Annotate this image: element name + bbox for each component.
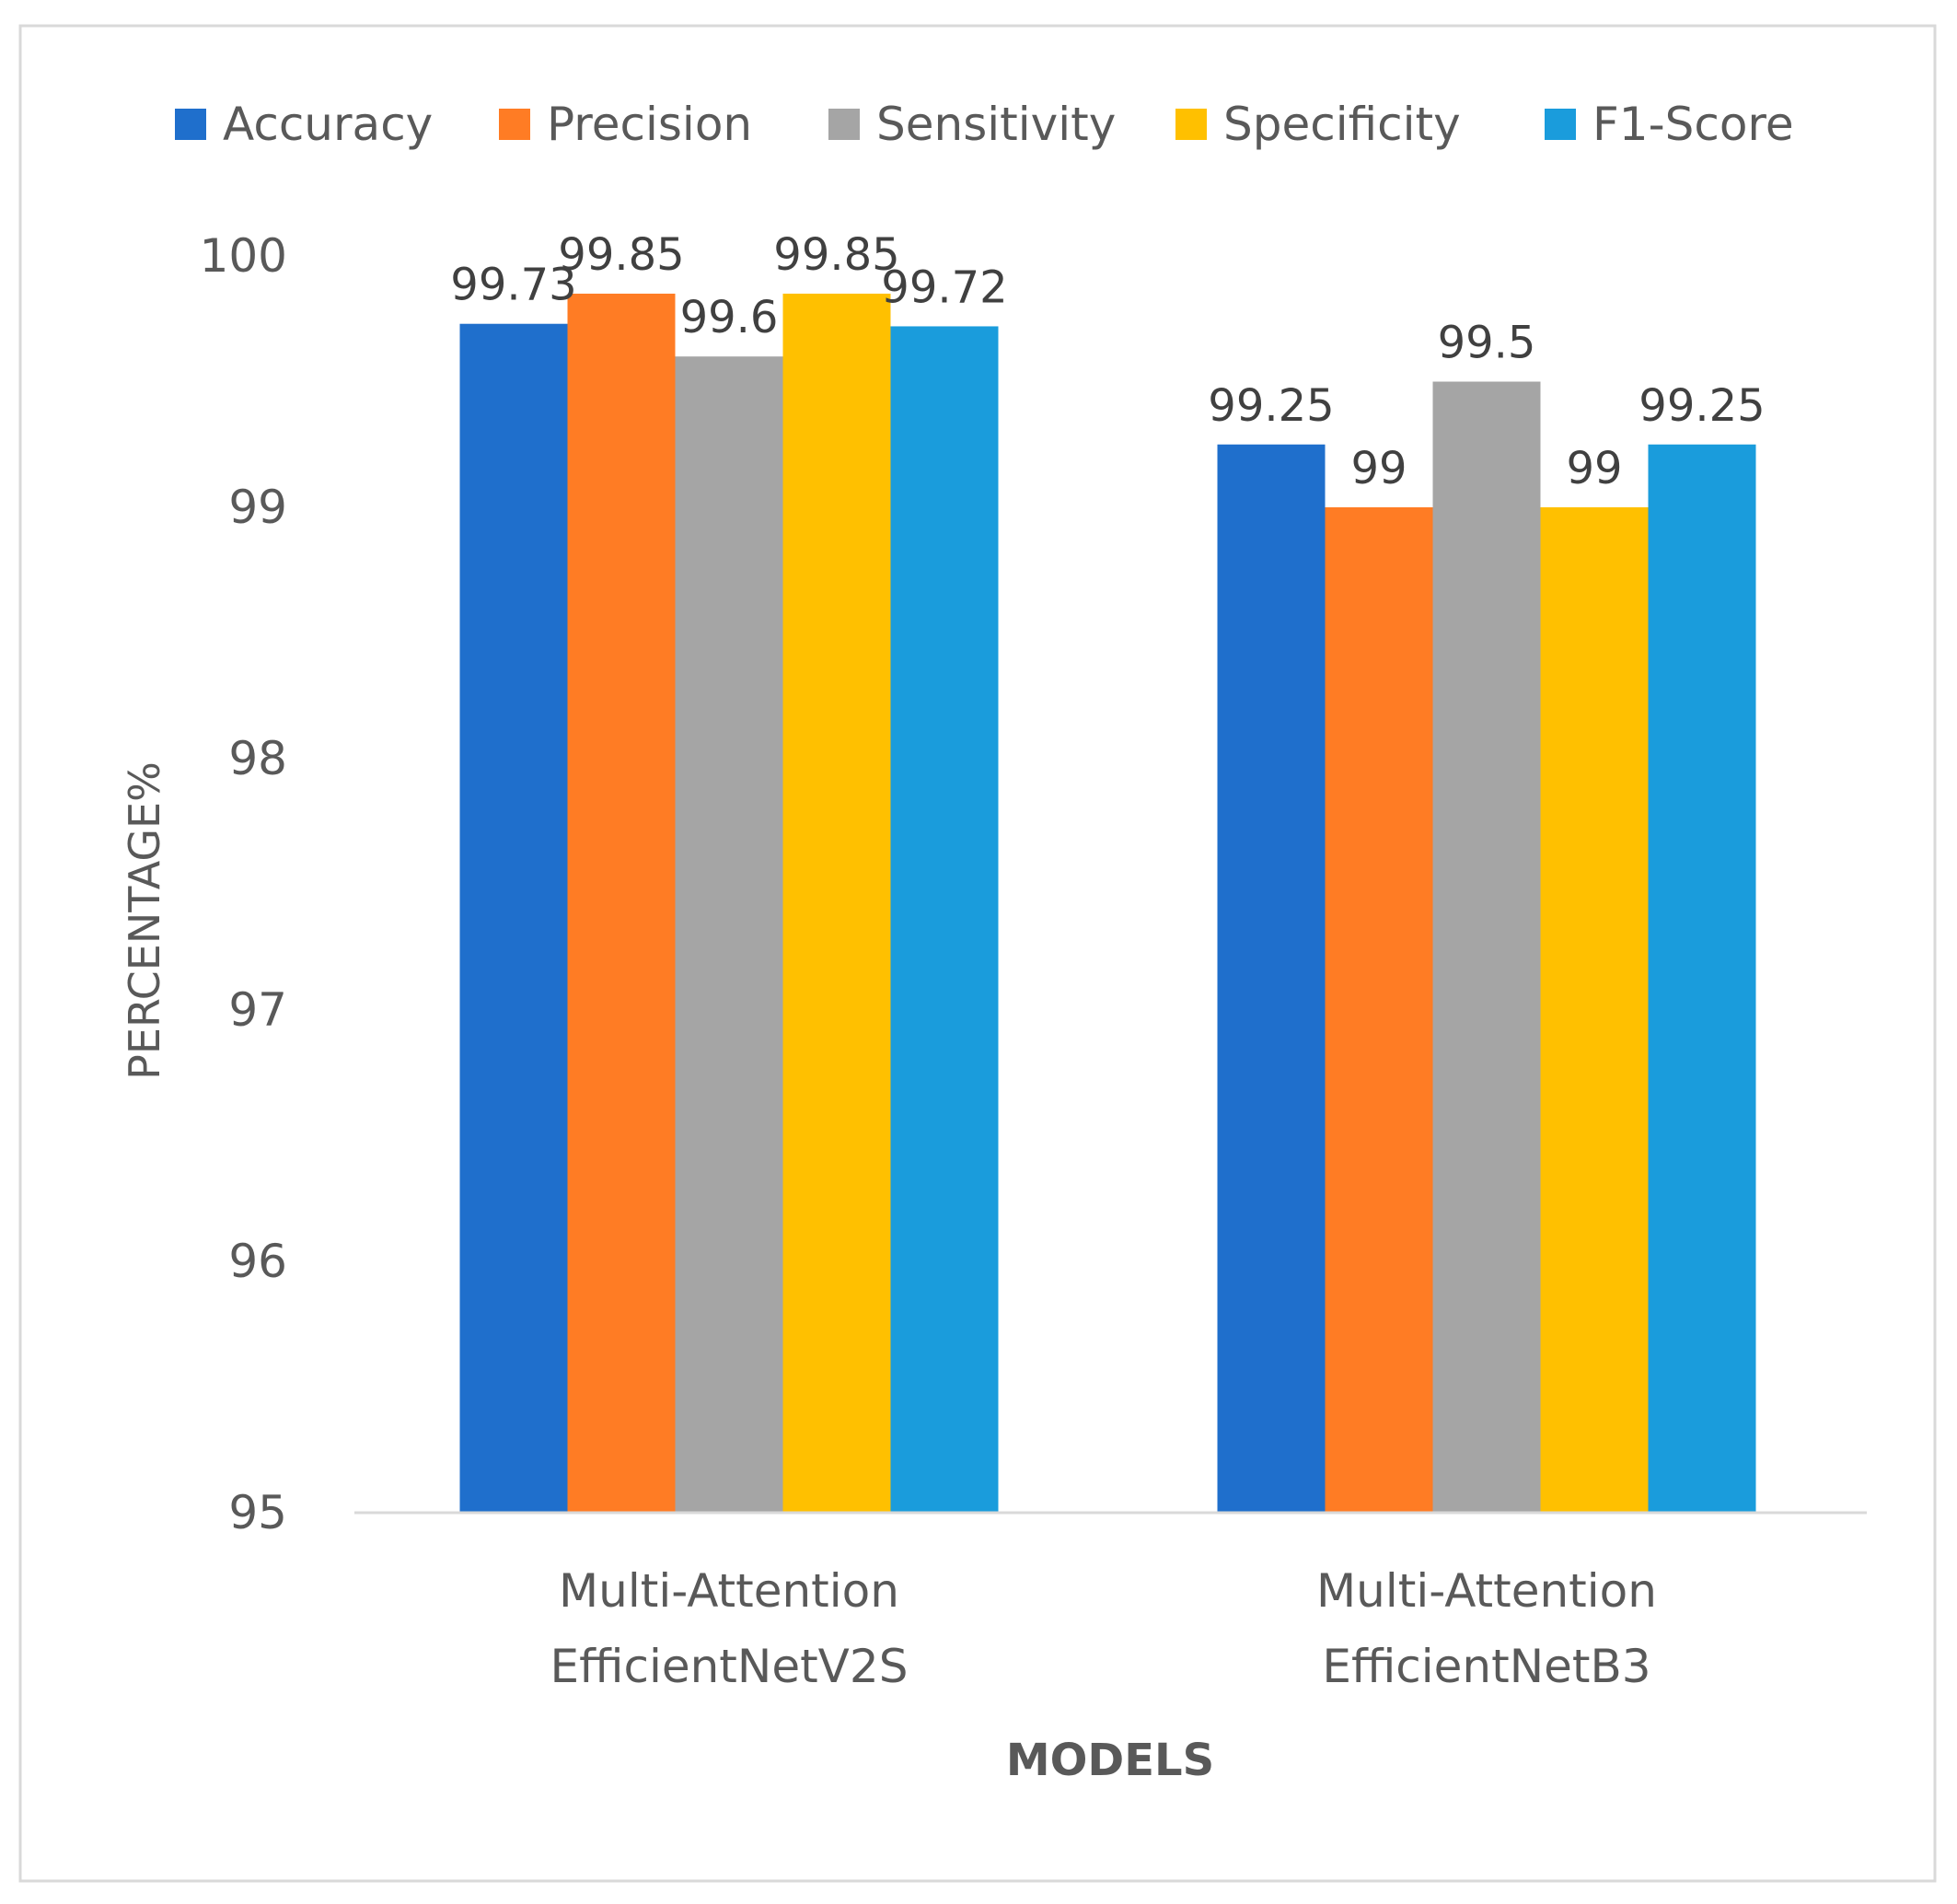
data-label: 99.25 bbox=[1208, 380, 1334, 432]
legend-label: F1-Score bbox=[1592, 98, 1794, 151]
category-label: Multi-Attention bbox=[559, 1564, 899, 1618]
legend-swatch-precision bbox=[499, 109, 530, 140]
legend: Accuracy Precision Sensitivity Specificity F… bbox=[175, 98, 1794, 151]
legend-swatch-accuracy bbox=[175, 109, 206, 140]
bar-precision-0 bbox=[567, 293, 676, 1514]
y-tick-label: 96 bbox=[228, 1235, 287, 1288]
data-label: 99.6 bbox=[680, 292, 779, 343]
legend-label: Accuracy bbox=[223, 98, 433, 151]
data-labels: 99.73 99.25 99.85 99 99.6 99.5 99.85 99 99.72 99.… bbox=[450, 229, 1765, 494]
data-label: 99.25 bbox=[1639, 380, 1765, 432]
x-axis-label: MODELS bbox=[1006, 1735, 1214, 1786]
bar-f1-score-1 bbox=[1648, 444, 1756, 1513]
bar-accuracy-0 bbox=[459, 323, 568, 1514]
y-tick-label: 97 bbox=[228, 983, 287, 1037]
data-label: 99.72 bbox=[881, 261, 1007, 313]
legend-label: Sensitivity bbox=[876, 98, 1116, 151]
bar-precision-1 bbox=[1325, 507, 1433, 1513]
bar-f1-score-0 bbox=[890, 326, 999, 1514]
y-tick-label: 100 bbox=[200, 229, 287, 283]
bar-sensitivity-0 bbox=[675, 356, 783, 1514]
category-label: EfficientNetB3 bbox=[1322, 1640, 1650, 1693]
bar-sensitivity-1 bbox=[1432, 381, 1541, 1513]
legend-swatch-specificity bbox=[1175, 109, 1207, 140]
legend-swatch-sensitivity bbox=[828, 109, 860, 140]
bars bbox=[459, 293, 1756, 1514]
y-tick-label: 98 bbox=[228, 732, 287, 785]
data-label: 99.85 bbox=[558, 229, 684, 281]
legend-label: Precision bbox=[547, 98, 752, 151]
y-axis-label: PERCENTAGE% bbox=[120, 761, 169, 1080]
bar-specificity-0 bbox=[782, 293, 891, 1514]
category-label: EfficientNetV2S bbox=[550, 1640, 909, 1693]
category-label: Multi-Attention bbox=[1316, 1564, 1657, 1618]
data-label: 99.85 bbox=[773, 229, 899, 281]
y-axis-ticks: 95 96 97 98 99 100 bbox=[200, 229, 287, 1539]
data-label: 99 bbox=[1566, 443, 1622, 494]
category-labels: Multi-Attention EfficientNetV2S Multi-Atte… bbox=[550, 1564, 1657, 1693]
data-label: 99.73 bbox=[450, 260, 576, 311]
legend-label: Specificity bbox=[1223, 98, 1461, 151]
data-label: 99.5 bbox=[1438, 318, 1536, 369]
data-label: 99 bbox=[1350, 443, 1407, 494]
bar-accuracy-1 bbox=[1217, 444, 1326, 1513]
bar-specificity-1 bbox=[1540, 507, 1649, 1513]
y-tick-label: 99 bbox=[228, 481, 287, 534]
legend-swatch-f1-score bbox=[1545, 109, 1576, 140]
y-tick-label: 95 bbox=[228, 1486, 287, 1539]
